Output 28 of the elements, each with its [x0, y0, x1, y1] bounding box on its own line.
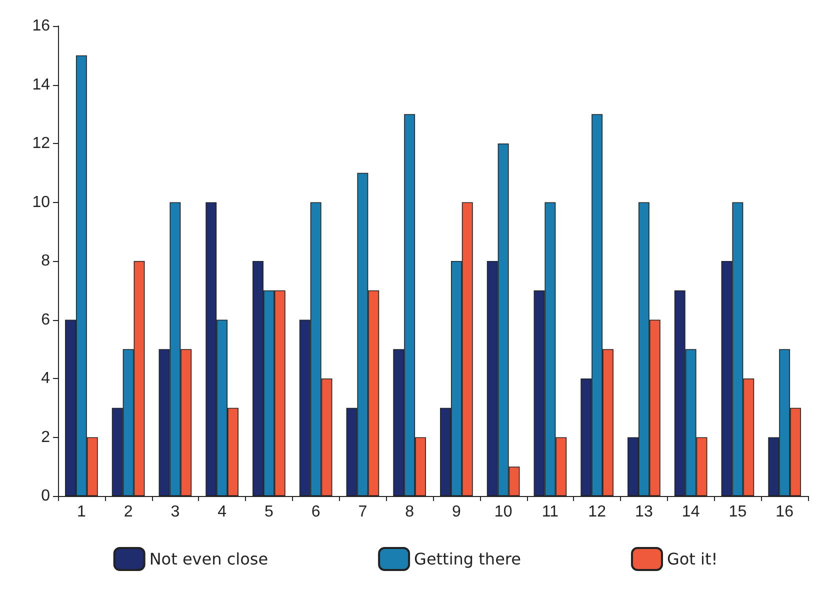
y-tick-label: 14 — [32, 76, 50, 94]
x-tick-label: 11 — [542, 504, 559, 520]
y-tick-label: 6 — [41, 311, 50, 328]
x-tick-label: 7 — [358, 504, 368, 520]
x-tick-label: 13 — [635, 504, 653, 520]
y-tick-label: 4 — [41, 370, 50, 387]
y-tick-label: 8 — [41, 252, 50, 270]
y-tick-label: 10 — [32, 194, 50, 211]
legend-label: Not even close — [149, 550, 268, 568]
x-tick-label: 2 — [124, 504, 133, 520]
x-tick-label: 1 — [76, 504, 86, 520]
x-tick-label: 8 — [405, 504, 414, 520]
y-tick-label: 2 — [41, 428, 50, 446]
legend-label: Getting there — [414, 550, 521, 568]
x-tick-label: 16 — [776, 504, 794, 520]
legend-label: Got it! — [666, 550, 718, 568]
x-tick-label: 15 — [728, 504, 747, 520]
x-tick-label: 9 — [452, 504, 461, 520]
x-tick-label: 14 — [682, 504, 700, 520]
x-tick-label: 4 — [218, 504, 227, 520]
y-tick-label: 0 — [41, 488, 50, 504]
y-tick-label: 12 — [32, 135, 50, 152]
x-tick-label: 10 — [494, 504, 512, 520]
x-tick-label: 6 — [311, 504, 320, 520]
x-tick-label: 3 — [170, 504, 180, 520]
x-tick-label: 5 — [264, 504, 274, 520]
x-tick-label: 12 — [588, 504, 606, 520]
y-tick-label: 16 — [32, 18, 50, 34]
